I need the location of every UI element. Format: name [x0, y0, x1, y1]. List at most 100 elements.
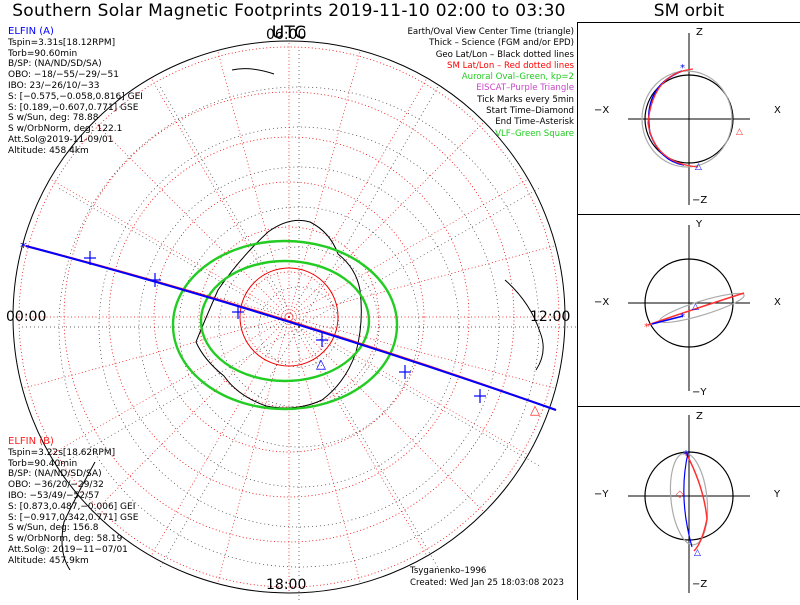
sm-xy-start-marker: * [680, 312, 685, 323]
sm-longitude-line [22, 316, 290, 389]
sm-yz-left-label: −Y [594, 489, 609, 500]
elfin-a-line: Tspin=3.31s[18.12RPM] [8, 37, 116, 48]
legend-item: End Time–Asterisk [495, 117, 574, 128]
mlt-label-top: 06:00 [266, 27, 307, 43]
sm-longitude-line [150, 77, 290, 318]
sm-yz-b-marker: ◇ [676, 489, 684, 500]
sm-yz-top-label: Z [696, 411, 703, 422]
africa-coastline [231, 68, 275, 75]
sm-pole-circle [239, 267, 339, 367]
elfin-a-line: B/SP: (NA/ND/SD/SA) [8, 59, 102, 70]
sm-xz-right-label: X [774, 105, 781, 116]
sm-panel-xz: * △ △ Z −Z −X X [578, 22, 800, 215]
sm-xz-left-label: −X [594, 105, 610, 116]
elfin-b-line: Att.Sol@: 2019−11−07/01 [8, 544, 128, 555]
elfin-b-line: B/SP: (NA/ND/SD/SA) [8, 469, 102, 480]
sm-yz-bottom-label: −Z [692, 579, 708, 590]
credits-created: Created: Wed Jan 25 18:03:08 2023 [410, 578, 564, 588]
elfin-a-info: ELFIN (A) Tspin=3.31s[18.12RPM] Torb=90.… [8, 26, 143, 157]
elfin-b-line: S: [0.873,0.487,−0.006] GEI [8, 501, 136, 512]
sm-longitude-line [288, 316, 361, 584]
auroral-oval-inner [199, 259, 371, 383]
legend: Earth/Oval View Center Time (triangle) T… [407, 27, 574, 140]
elfin-b-line: OBO: −36/20/−29/32 [8, 480, 104, 491]
sm-latitude-circle [243, 271, 335, 363]
elfin-b-info: ELFIN (B) Tspin=3.22s[18.62RPM] Torb=90.… [8, 436, 139, 567]
sm-longitude-line [150, 316, 290, 557]
sm-xz-b-marker: △ [736, 127, 743, 137]
sm-longitude-line [288, 121, 485, 318]
sm-longitude-line [288, 316, 428, 557]
elfin-a-line: Torb=90.60min [8, 48, 78, 59]
sm-longitude-line [288, 77, 428, 318]
sm-xy-b-marker: * [644, 322, 649, 333]
elfin-b-end-triangle: △ [530, 403, 540, 418]
elfin-start-asterisk: * [20, 240, 27, 256]
elfin-b-line: S w/Sun, deg: 156.8 [8, 523, 99, 534]
sm-longitude-line [49, 178, 290, 318]
sm-xy-center-marker: △ [692, 302, 699, 312]
sm-panel-xz-plot: * △ △ [628, 33, 750, 205]
sm-xz-center-marker: △ [695, 162, 702, 172]
elfin-center-triangle: △ [316, 357, 326, 372]
legend-item: VLF–Green Square [495, 128, 574, 139]
elfin-b-track [25, 245, 557, 411]
elfin-b-line: Tspin=3.22s[18.62RPM] [8, 447, 116, 458]
sm-xz-bottom-label: −Z [692, 195, 708, 206]
sm-longitude-line [93, 316, 290, 513]
elfin-a-line: OBO: −18/−55/−29/−51 [8, 70, 119, 81]
sm-longitude-line [288, 245, 556, 318]
legend-item: Tick Marks every 5min [477, 94, 574, 105]
geo-longitude-line [56, 186, 300, 328]
mlt-label-right: 12:00 [530, 309, 571, 325]
mlt-label-bottom: 18:00 [266, 577, 307, 593]
elfin-a-name: ELFIN (A) [8, 26, 54, 37]
geo-longitude-line [56, 326, 300, 468]
map-outer-circle [12, 40, 566, 594]
elfin-a-line: S: [0.189,−0.607,0.771] GSE [8, 102, 139, 113]
sm-longitude-line [288, 316, 556, 389]
elfin-a-track [25, 245, 557, 411]
geo-longitude-line [298, 326, 542, 468]
sm-xy-bottom-label: −Y [692, 387, 707, 398]
sm-latitude-circle [153, 181, 425, 453]
geo-longitude-line [298, 84, 440, 328]
page-title: Southern Solar Magnetic Footprints 2019-… [12, 1, 566, 43]
sm-xy-right-label: X [774, 297, 781, 308]
sm-longitude-line [93, 121, 290, 318]
sm-yz-right-label: Y [774, 489, 781, 500]
sm-longitude-line [217, 316, 290, 584]
elfin-a-line: S w/OrbNorm, deg: 122.1 [8, 124, 123, 135]
elfin-b-line: S: [−0.917,0.342,0.771] GSE [8, 512, 139, 523]
sm-longitude-line [288, 50, 361, 318]
sm-xz-top-label: Z [696, 27, 703, 38]
elfin-a-line: S: [−0.575,−0.058,0.816] GEI [8, 91, 143, 102]
geo-longitude-line [298, 326, 440, 570]
mlt-label-left: 00:00 [6, 309, 47, 325]
sm-panel-xy-plot: * △ * [628, 225, 750, 391]
geo-longitude-line [298, 186, 542, 328]
sm-xy-top-label: Y [696, 219, 703, 230]
sm-yz-center-marker: △ [694, 548, 701, 558]
sm-panel-xy: * △ * Y −Y −X X [578, 214, 800, 407]
sm-longitude-line [288, 316, 529, 456]
sm-longitude-line [288, 316, 485, 513]
australia-coastline [504, 279, 544, 371]
geo-longitude-line [158, 326, 300, 570]
sm-yz-start-marker: * [683, 448, 689, 462]
geo-longitude-line [158, 84, 300, 328]
elfin-b-line: Torb=90.40min [8, 458, 78, 469]
legend-item: Start Time–Diamond [486, 106, 574, 117]
sm-longitude-line [288, 178, 529, 318]
elfin-b-line: Altitude: 457.9km [8, 555, 89, 566]
legend-item: Auroral Oval–Green, kp=2 [461, 72, 574, 83]
sm-longitude-line [49, 316, 290, 456]
legend-item: Earth/Oval View Center Time (triangle) [407, 27, 574, 37]
credits-model: Tsyganenko–1996 [410, 566, 487, 576]
sm-orbit-title: SM orbit [653, 1, 725, 21]
sm-longitude-line [217, 50, 290, 318]
sm-latitude-circle [108, 136, 470, 498]
elfin-b-line: S w/OrbNorm, deg: 58.19 [8, 534, 123, 545]
legend-item: SM Lat/Lon – Red dotted lines [447, 60, 574, 71]
footprint-map: * △ △ [12, 40, 578, 600]
